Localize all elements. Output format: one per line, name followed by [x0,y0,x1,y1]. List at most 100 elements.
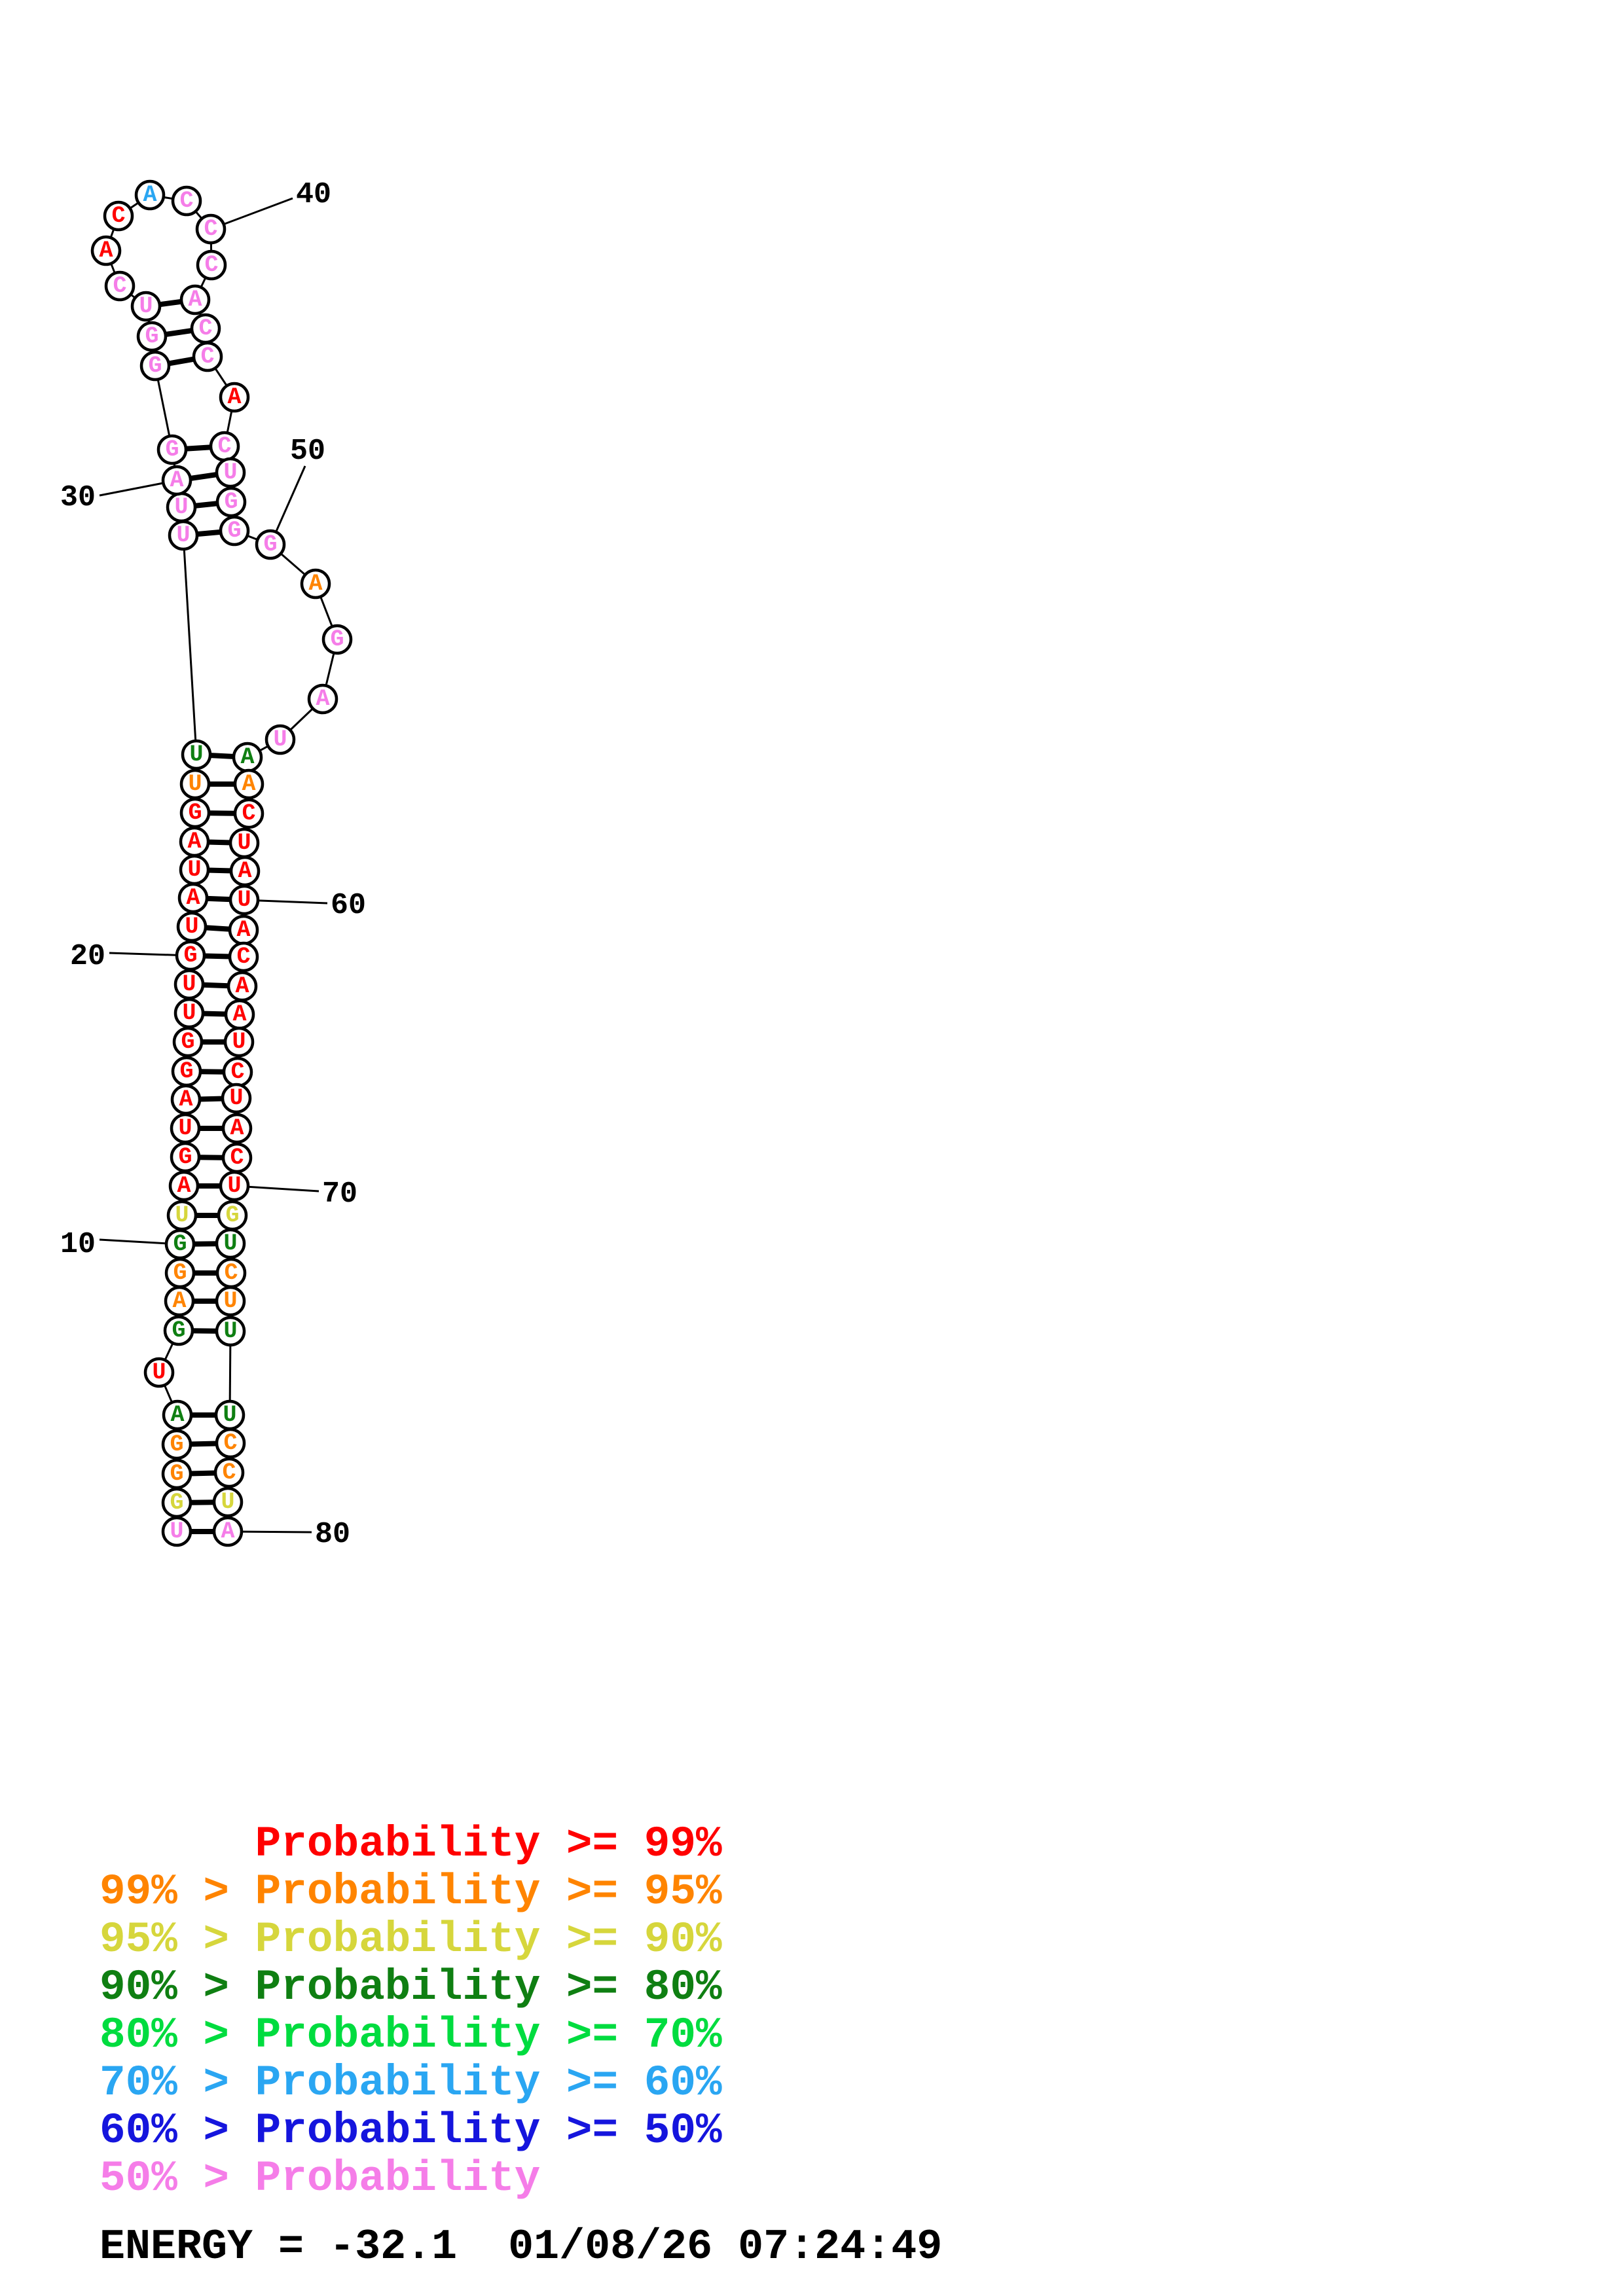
nucleotide-base-letter: A [242,771,255,797]
nucleotide-base-letter: U [182,971,196,997]
nucleotide-circle [134,179,166,211]
nucleotide-14: U [170,1113,201,1144]
nucleotide-9: G [164,1257,196,1289]
nucleotide-base-letter: A [230,1115,244,1141]
nucleotide-12: A [168,1170,200,1202]
nucleotide-38: A [134,179,166,211]
nucleotide-23: U [179,854,210,886]
nucleotide-base-letter: U [223,1318,237,1344]
nucleotide-base-letter: A [235,973,249,999]
nucleotide-base-letter: U [174,494,188,520]
nucleotide-62: C [228,941,259,973]
nucleotide-base-letter: U [175,1202,189,1229]
nucleotide-base-letter: G [172,1318,185,1344]
nucleotide-67: U [221,1083,252,1114]
nucleotide-circle [195,213,227,245]
nucleotide-73: C [215,1257,247,1289]
nucleotide-28: U [168,520,199,551]
nucleotide-66: C [222,1056,253,1088]
nucleotide-circle [221,1113,253,1144]
nucleotide-circle [307,683,338,715]
nucleotide-circle [196,249,227,281]
nucleotide-base-letter: C [111,203,125,229]
nucleotide-base-letter: A [232,1001,246,1028]
nucleotide-55: A [232,742,263,773]
nucleotide-base-letter: U [188,771,202,797]
nucleotide-27: U [181,739,212,770]
nucleotide-base-letter: G [225,1202,239,1229]
nucleotide-base-letter: G [263,531,277,558]
nucleotide-base-letter: U [152,1359,166,1386]
nucleotide-base-letter: U [273,726,287,753]
nucleotide-78: C [213,1457,245,1488]
nucleotide-base-letter: A [316,686,329,712]
nucleotide-circle [223,1026,255,1058]
position-label-10: 10 [60,1228,96,1261]
nucleotide-46: C [209,431,240,462]
nucleotide-circle [103,200,134,232]
nucleotide-base-letter: A [179,1086,192,1113]
nucleotide-8: A [164,1285,195,1317]
nucleotide-base-letter: C [204,216,217,242]
nucleotide-base-letter: A [308,571,322,597]
legend-row-p99: Probability >= 99% [100,1820,722,1869]
legend-row-p95: 99% > Probability >= 95% [100,1867,722,1916]
nucleotide-26: U [179,768,211,800]
nucleotide-base-letter: C [113,273,126,299]
legend-row-p70: 80% > Probability >= 70% [100,2011,722,2060]
nucleotide-60: U [228,884,260,916]
nucleotide-base-letter: C [224,1260,238,1286]
position-label-30: 30 [60,481,96,514]
nucleotide-base-letter: A [99,238,113,264]
nucleotide-42: A [179,284,211,315]
nucleotide-base-letter: C [204,252,218,278]
nucleotide-base-letter: U [182,1000,196,1026]
nucleotide-base-letter: G [330,626,344,653]
position-label-60: 60 [331,889,366,922]
nucleotide-44: C [192,341,223,372]
nucleotide-base-letter: C [230,1059,244,1085]
legend-row-p80: 90% > Probability >= 80% [100,1963,722,2012]
nucleotide-base-letter: U [223,1288,237,1314]
nucleotide-20: G [175,940,206,971]
nucleotide-circle [90,235,122,266]
nucleotide-18: U [173,997,205,1029]
nucleotide-36: A [90,235,122,266]
nucleotide-43: C [190,313,221,344]
nucleotide-base-letter: G [188,800,202,826]
nucleotide-circle [219,1170,250,1202]
nucleotide-base-letter: U [223,1230,237,1257]
nucleotide-circle [233,768,264,800]
nucleotide-circle [162,1399,193,1431]
nucleotide-circle [171,185,202,217]
nucleotide-39: C [171,185,202,217]
nucleotide-circle [166,1200,198,1231]
nucleotide-65: U [223,1026,255,1058]
nucleotide-circle [264,724,296,755]
nucleotide-21: U [176,911,208,942]
nucleotide-47: U [215,457,246,488]
nucleotide-base-letter: A [170,467,183,493]
nucleotide-circle [104,270,136,302]
backbone-bond [182,535,198,755]
legend-row-p90: 95% > Probability >= 90% [100,1915,722,1964]
nucleotide-25: G [179,797,211,829]
nucleotide-15: A [170,1084,202,1115]
nucleotide-19: U [173,969,205,1000]
nucleotide-circle [161,1429,192,1460]
nucleotide-41: C [196,249,227,281]
legend-row-p60: 70% > Probability >= 60% [100,2058,722,2108]
nucleotide-circle [215,1316,246,1347]
nucleotide-48: G [215,486,247,518]
nucleotide-circle [161,1458,192,1490]
nucleotide-circle [171,1056,202,1087]
nucleotide-40: C [195,213,227,245]
nucleotide-circle [192,341,223,372]
nucleotide-24: A [179,826,210,857]
nucleotide-base-letter: A [143,182,156,208]
nucleotide-circle [212,1486,244,1518]
nucleotide-51: A [300,568,331,600]
nucleotide-6: U [143,1357,175,1388]
nucleotide-base-letter: U [189,742,203,768]
